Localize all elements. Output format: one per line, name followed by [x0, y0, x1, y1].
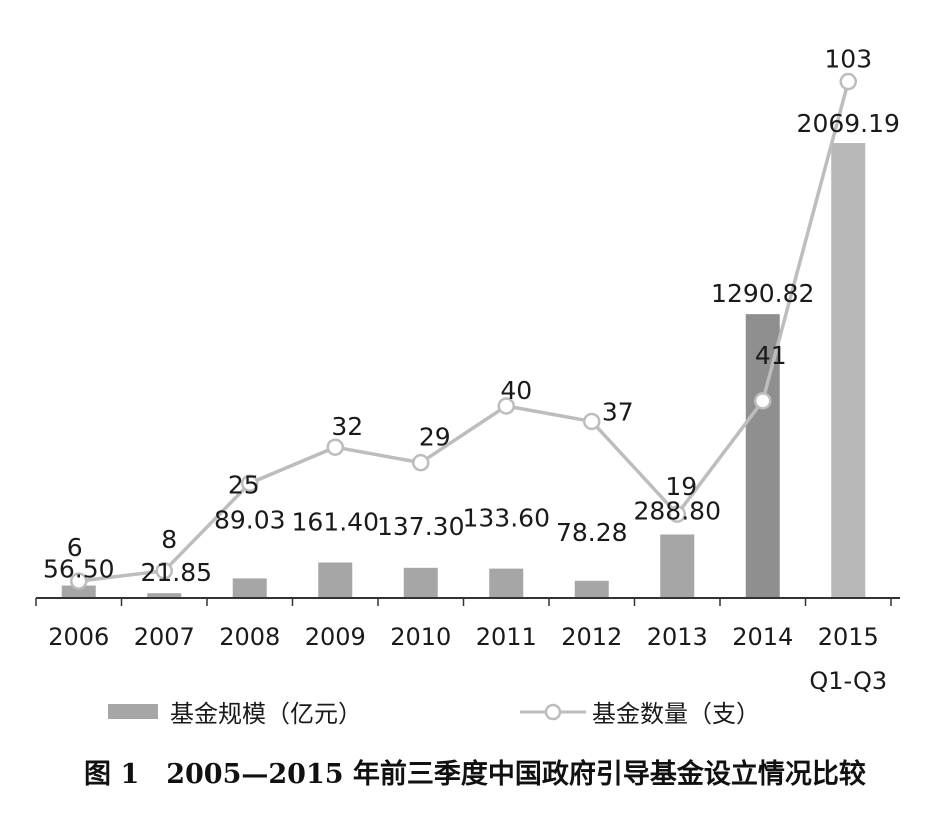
line-point-2014: [754, 392, 772, 410]
legend-line-marker: [544, 703, 562, 721]
x-tick-label: 2013: [647, 623, 708, 651]
bar-value-label: 161.40: [292, 508, 379, 537]
line-value-label: 41: [755, 341, 787, 370]
bar-value-label: 78.28: [556, 518, 628, 547]
figure-caption: 图 1 2005—2015 年前三季度中国政府引导基金设立情况比较: [84, 759, 866, 790]
x-tick-sublabel: Q1-Q3: [809, 667, 887, 695]
x-tick-label: 2011: [476, 623, 537, 651]
line-value-label: 103: [824, 45, 872, 74]
bar-series: [61, 143, 866, 598]
x-tick-label: 2008: [219, 623, 280, 651]
line-point-2013: [668, 505, 686, 523]
bar-value-label: 133.60: [463, 504, 550, 533]
x-tick-label: 2015: [818, 623, 879, 651]
x-tick-labels: 2006 2007 2008 2009 2010 2011 2012 2013 2014 2015…: [48, 623, 887, 695]
line-value-label: 19: [665, 472, 697, 501]
line-path: [78, 81, 850, 583]
line-value-label: 25: [228, 470, 260, 499]
bar-2006: [61, 585, 96, 598]
line-point-2015: [839, 72, 857, 91]
legend-line-label: 基金数量（支）: [592, 700, 760, 728]
legend: 基金规模（亿元） 基金数量（支）: [108, 700, 760, 728]
line-point-2010: [412, 453, 430, 472]
legend-bar-swatch: [108, 704, 158, 719]
line-value-label: 8: [161, 525, 177, 554]
bar-2007: [147, 593, 182, 598]
line-point-2009: [326, 438, 344, 456]
x-tick-label: 2006: [48, 623, 109, 651]
x-tick-label: 2010: [390, 623, 451, 651]
line-point-2006: [70, 572, 88, 590]
bar-value-label: 1290.82: [711, 279, 814, 308]
x-tick-label: 2009: [305, 623, 366, 651]
bar-2008: [232, 578, 267, 598]
x-tick-label: 2014: [732, 623, 793, 651]
bar-2015: [831, 143, 866, 598]
line-value-label: 29: [419, 423, 451, 452]
bar-2010: [403, 567, 438, 598]
bar-value-label: 137.30: [377, 512, 464, 541]
x-axis-ticks: [35, 598, 892, 606]
bar-2009: [318, 562, 353, 598]
bar-value-label: 2069.19: [797, 109, 900, 138]
line-series: [70, 72, 857, 590]
line-point-2012: [583, 412, 601, 431]
bar-value-label: 21.85: [140, 558, 212, 587]
line-point-2011: [497, 397, 515, 415]
line-value-label: 32: [331, 412, 363, 441]
bar-2013: [660, 534, 695, 598]
x-tick-label: 2007: [134, 623, 195, 651]
bar-value-label: 288.80: [634, 496, 721, 525]
bar-2012: [574, 580, 609, 598]
bar-value-label: 89.03: [214, 505, 286, 534]
legend-bar-label: 基金规模（亿元）: [170, 700, 362, 728]
line-value-labels: 6 8 25 32 29 40 37 19 41 103: [67, 45, 872, 563]
bar-2011: [489, 568, 524, 598]
bar-value-label: 56.50: [43, 555, 115, 584]
line-value-label: 37: [602, 397, 634, 426]
line-point-2007: [155, 562, 173, 580]
line-value-label: 6: [67, 533, 83, 562]
line-point-2008: [241, 474, 259, 492]
line-value-label: 40: [500, 376, 532, 405]
x-tick-label: 2012: [561, 623, 622, 651]
